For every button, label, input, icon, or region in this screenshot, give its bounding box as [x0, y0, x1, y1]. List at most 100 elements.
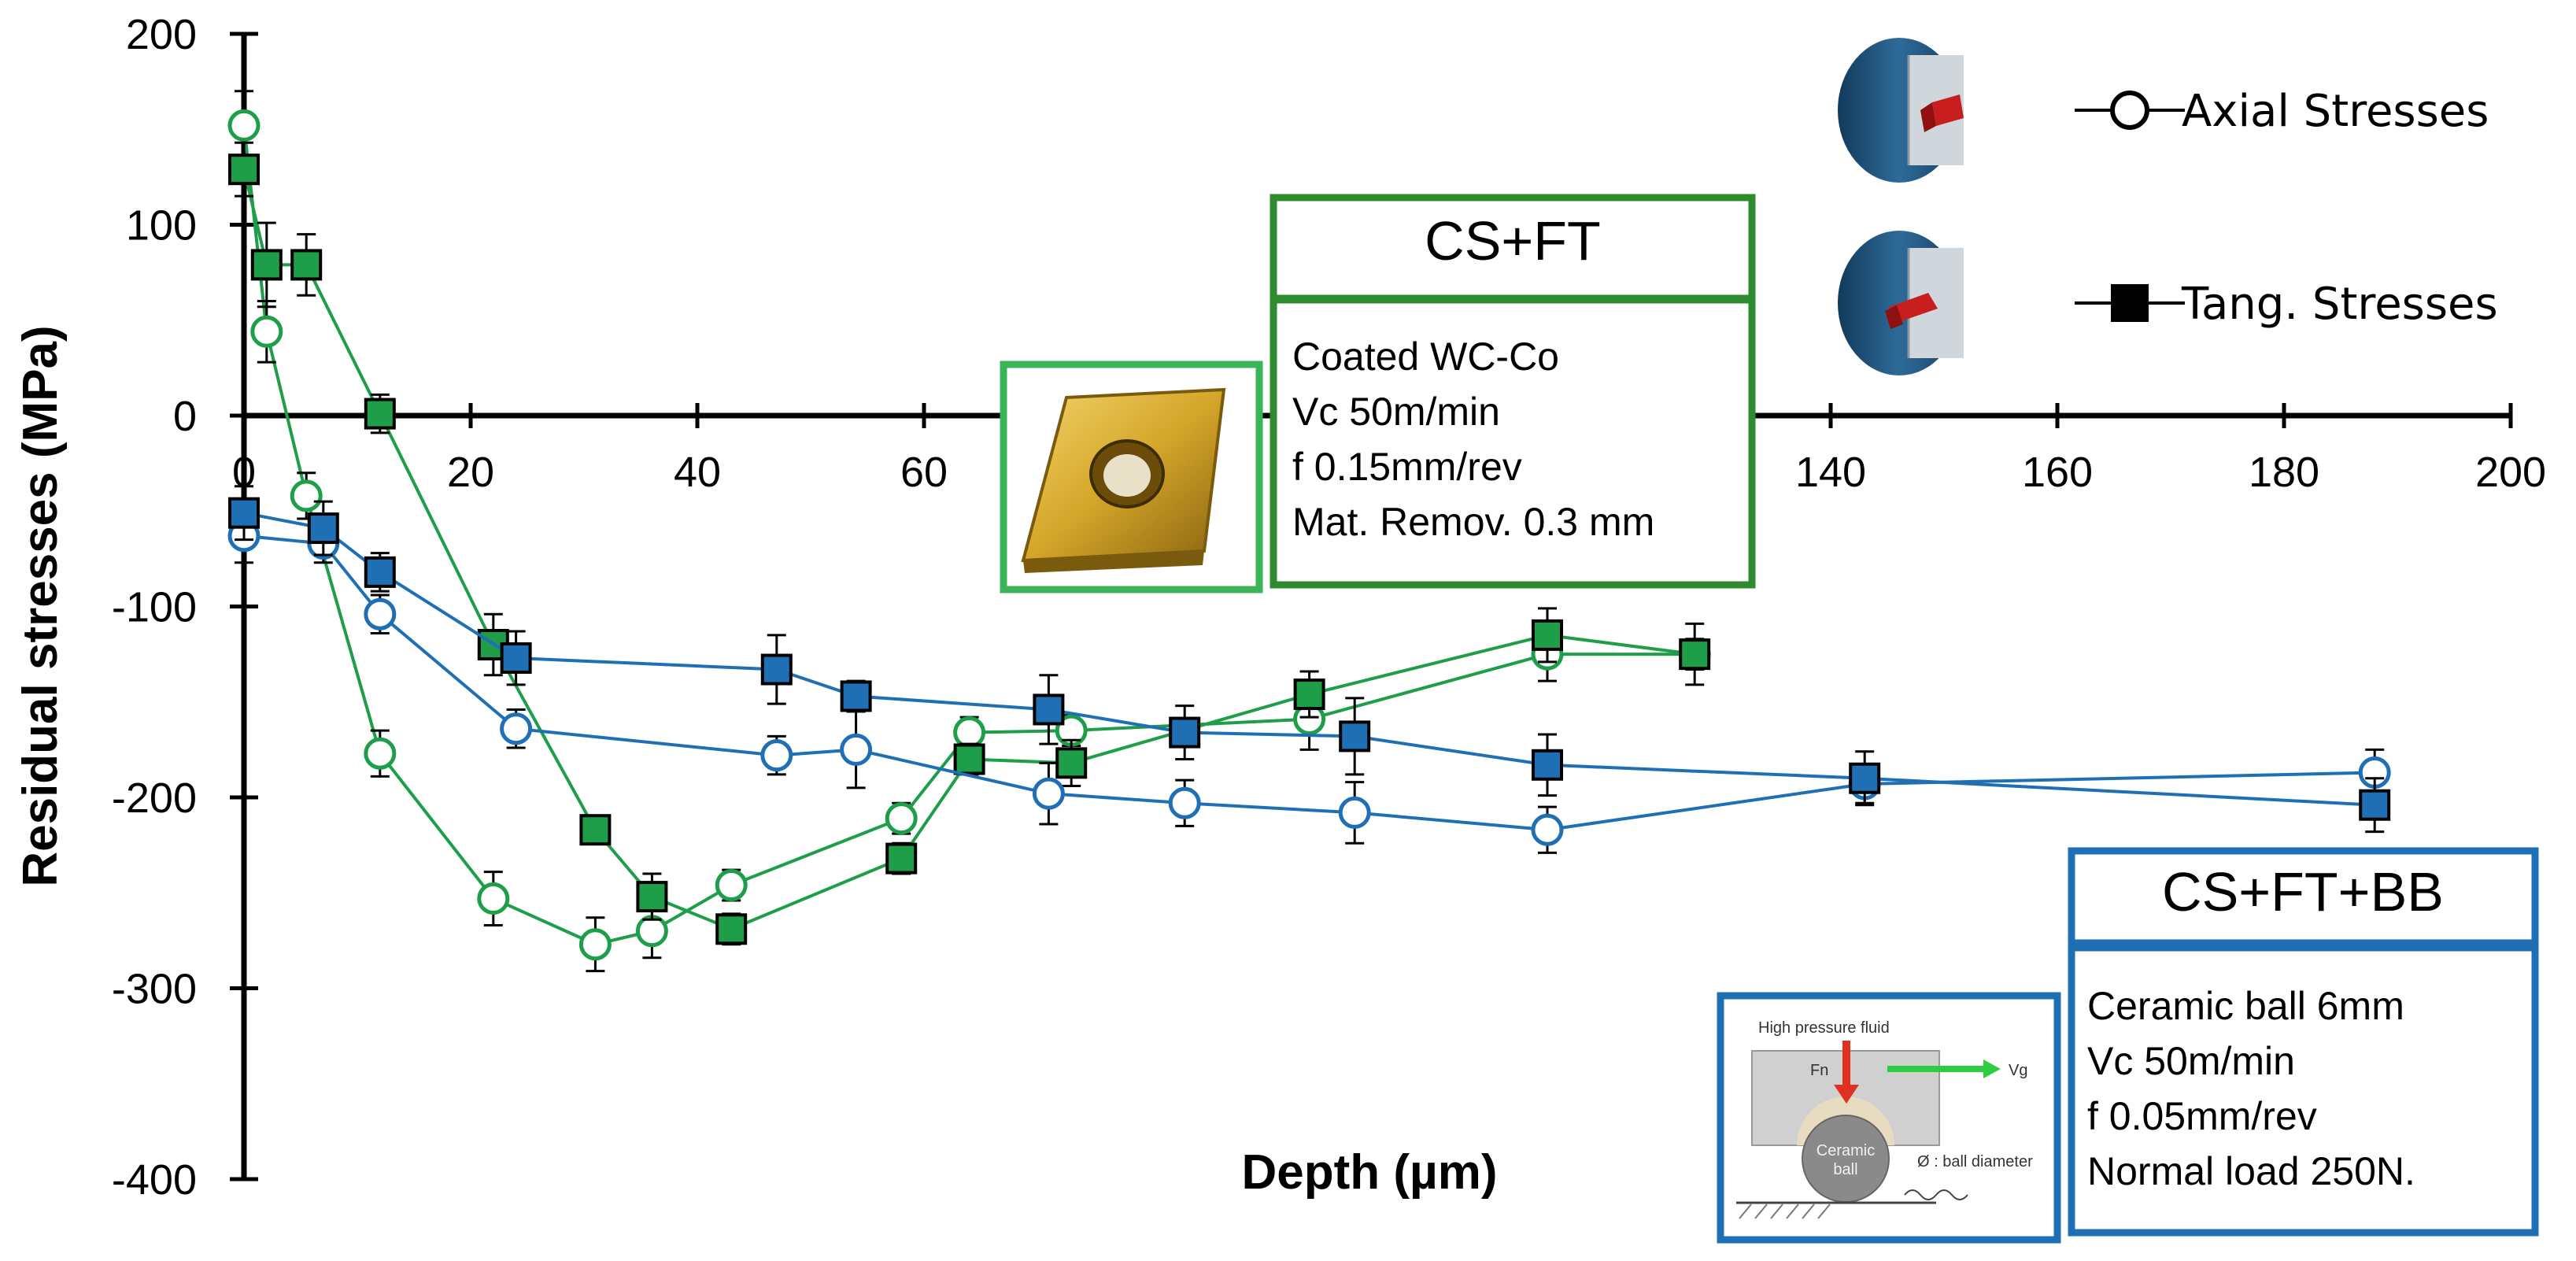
data-point-square	[885, 842, 918, 875]
data-point-square	[364, 556, 396, 588]
data-point-circle	[953, 716, 986, 749]
data-point-circle	[715, 869, 748, 902]
data-point-square	[290, 249, 323, 281]
legend-tang-label: Tang. Stresses	[2181, 279, 2498, 330]
cs-ft-bb-line-2: Vc 50m/min	[2087, 1039, 2295, 1083]
data-point-square	[1169, 716, 1201, 749]
y-tick-label: -200	[112, 775, 197, 822]
data-point-square	[228, 497, 260, 529]
data-point-square	[228, 153, 260, 186]
data-point-square	[636, 881, 668, 913]
cs-ft-title-box	[1270, 194, 1756, 302]
data-point-square	[307, 512, 339, 545]
data-point-circle	[364, 597, 397, 630]
cs-ft-bb-title-box	[2068, 847, 2539, 947]
legend-tang-marker	[2111, 284, 2149, 322]
data-point-square	[1033, 693, 1065, 726]
y-tick-label: -100	[112, 584, 197, 631]
cs-ft-bb-annotation: CS+FT+BB Ceramic ball 6mm Vc 50m/min f 0…	[2068, 847, 2539, 1237]
data-point-square	[1849, 762, 1881, 794]
data-point-square	[1293, 679, 1325, 711]
data-point-circle	[1338, 796, 1371, 829]
series-0	[227, 90, 1711, 973]
data-point-circle	[760, 739, 793, 772]
burnishing-diagram: High pressure fluid Ceramic ball Fn Vg Ø…	[1717, 992, 2061, 1244]
diagram-wave-icon	[1904, 1189, 1968, 1200]
cs-ft-title: CS+FT	[1425, 210, 1601, 272]
series-line	[242, 168, 1695, 931]
cs-ft-line-1: Coated WC-Co	[1292, 335, 1559, 379]
y-axis-title: Residual stresses (MPa)	[13, 325, 68, 886]
legend: Axial Stresses Tang. Stresses	[1838, 38, 2498, 375]
data-point-circle	[885, 802, 918, 835]
x-tick-label: 40	[674, 449, 721, 496]
diagram-hatch-icon	[1739, 1204, 1831, 1219]
data-point-circle	[227, 109, 261, 142]
data-point-circle	[635, 915, 668, 948]
diagram-diameter-label: Ø : ball diameter	[1917, 1153, 2033, 1170]
insert-edge-icon	[1023, 551, 1204, 573]
y-tick-label: -400	[112, 1156, 197, 1204]
cs-ft-bb-line-1: Ceramic ball 6mm	[2087, 984, 2404, 1028]
data-point-circle	[840, 733, 873, 766]
diagram-fluid-label: High pressure fluid	[1758, 1019, 1890, 1037]
data-point-square	[364, 398, 396, 430]
x-tick-label: 140	[1795, 449, 1866, 496]
legend-tang-cylinder-icon	[1838, 231, 1964, 375]
series-1	[228, 141, 1711, 946]
cs-ft-annotation: CS+FT Coated WC-Co Vc 50m/min f 0.15mm/r…	[1270, 194, 1756, 589]
y-tick-label: -300	[112, 966, 197, 1013]
data-point-square	[500, 642, 532, 674]
y-ticks: 200 100 0 -100 -200 -300 -400	[112, 11, 258, 1204]
data-point-square	[1679, 638, 1711, 671]
cutting-insert-image	[1000, 361, 1263, 594]
diagram-fn-label: Fn	[1810, 1062, 1828, 1079]
legend-axial-marker	[2110, 91, 2149, 130]
insert-hole-inner-icon	[1103, 454, 1151, 497]
series-3	[228, 485, 2391, 834]
data-point-circle	[1032, 777, 1065, 810]
data-point-circle	[250, 315, 283, 348]
cs-ft-line-4: Mat. Remov. 0.3 mm	[1292, 500, 1654, 544]
y-tick-label: 0	[173, 393, 197, 440]
data-point-circle	[1531, 813, 1564, 846]
data-point-square	[715, 913, 748, 945]
data-point-circle	[1168, 786, 1201, 819]
data-point-square	[760, 653, 793, 686]
data-point-circle	[290, 479, 323, 512]
data-point-circle	[500, 712, 533, 745]
cs-ft-bb-line-3: f 0.05mm/rev	[2087, 1094, 2317, 1138]
data-point-square	[1532, 749, 1563, 781]
series-layer	[227, 90, 2391, 973]
legend-axial-label: Axial Stresses	[2182, 86, 2489, 137]
y-tick-label: 200	[126, 11, 197, 58]
cs-ft-line-2: Vc 50m/min	[1292, 390, 1500, 434]
diagram-vg-label: Vg	[2009, 1062, 2027, 1079]
x-tick-label: 180	[2249, 449, 2319, 496]
cs-ft-bb-title: CS+FT+BB	[2162, 861, 2444, 923]
cs-ft-bb-details-box	[2068, 944, 2539, 1237]
x-axis-title: Depth (µm)	[1241, 1145, 1497, 1200]
data-point-square	[250, 249, 283, 281]
diagram-fn-arrowhead-icon	[1834, 1085, 1859, 1104]
diagram-ball-label-2: ball	[1833, 1161, 1857, 1178]
cs-ft-line-3: f 0.15mm/rev	[1292, 445, 1522, 489]
data-point-circle	[578, 928, 612, 961]
x-tick-label: 20	[447, 449, 494, 496]
data-point-square	[953, 743, 985, 775]
x-tick-label: 60	[900, 449, 948, 496]
cs-ft-details-box	[1270, 296, 1756, 589]
cs-ft-bb-line-4: Normal load 250N.	[2087, 1149, 2415, 1193]
diagram-vg-arrowhead-icon	[1983, 1059, 2001, 1078]
diagram-ball-label-1: Ceramic	[1817, 1142, 1875, 1159]
data-point-circle	[364, 737, 397, 770]
data-point-square	[1055, 747, 1088, 779]
data-point-square	[1532, 619, 1563, 651]
data-point-square	[2359, 789, 2391, 821]
data-point-square	[1339, 720, 1371, 753]
data-point-square	[579, 814, 612, 846]
x-tick-label: 160	[2022, 449, 2093, 496]
data-point-square	[840, 680, 872, 712]
y-tick-label: 100	[126, 202, 197, 250]
